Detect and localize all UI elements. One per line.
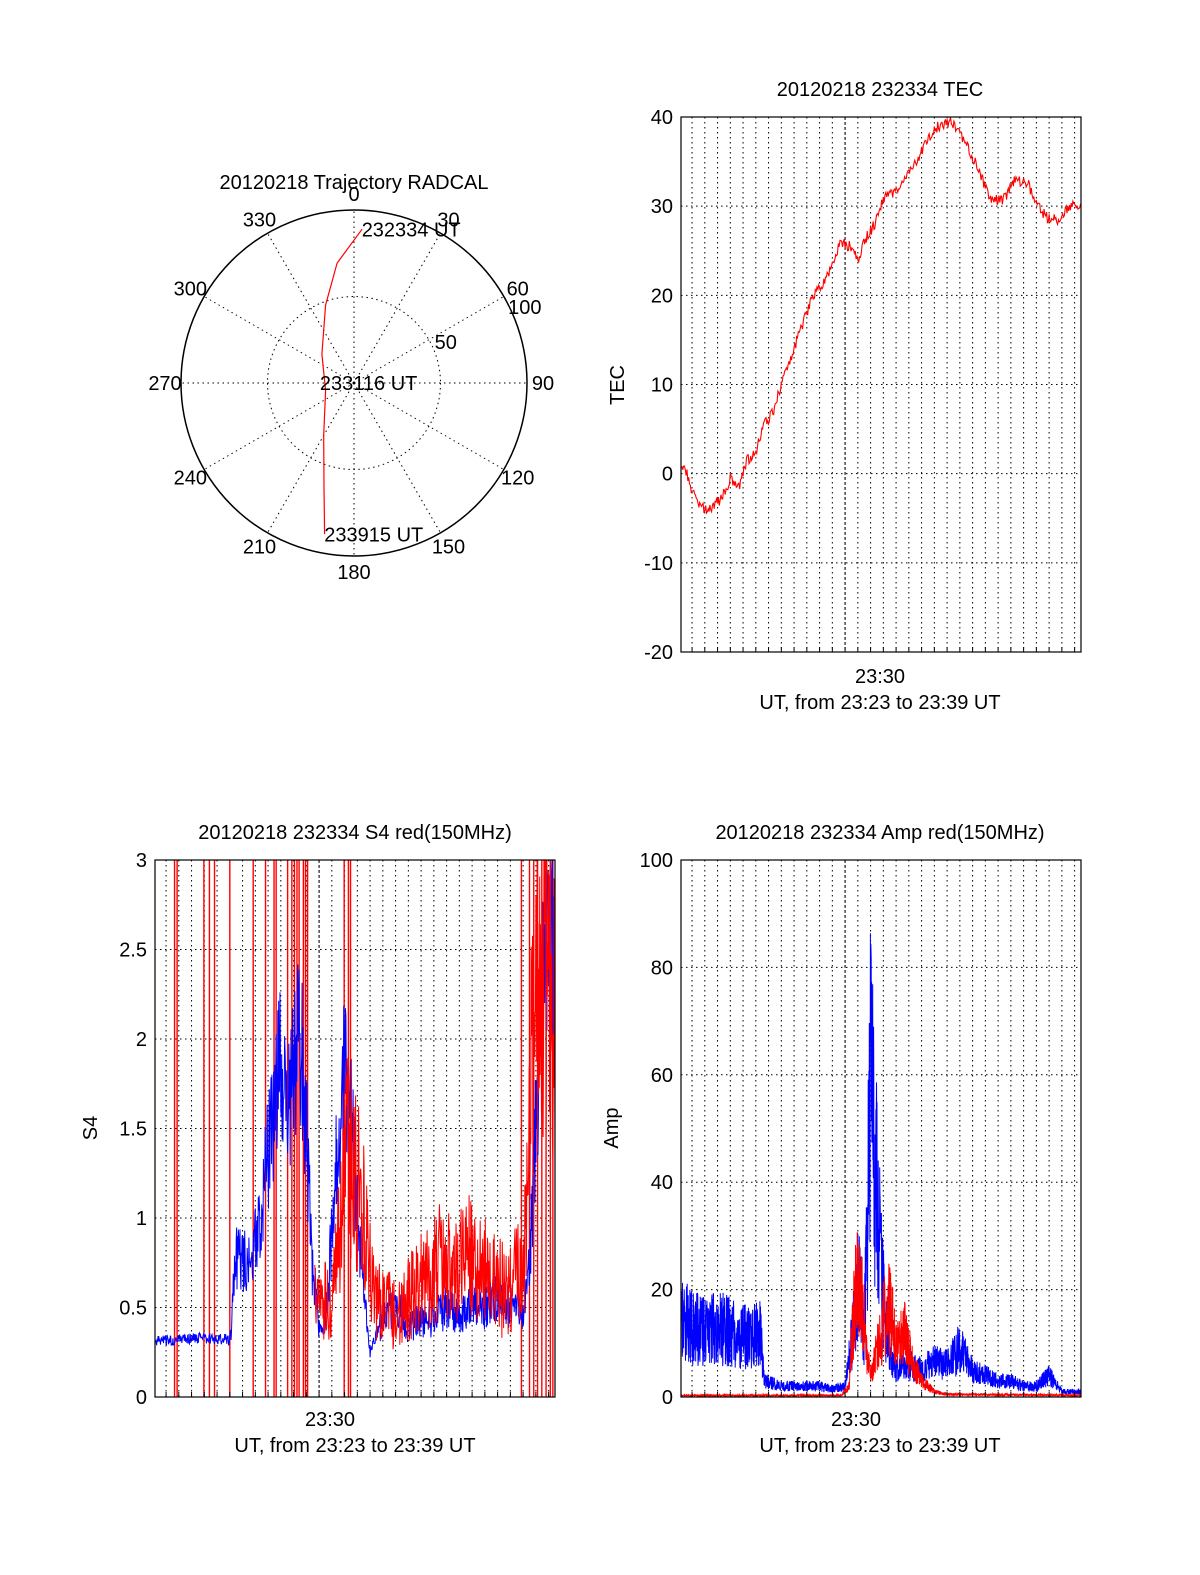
s4-title: 20120218 232334 S4 red(150MHz) xyxy=(198,822,512,844)
polar-spoke xyxy=(267,382,355,534)
polar-spoke xyxy=(353,232,441,384)
amp-y-axis-label: Amp xyxy=(601,1107,623,1148)
polar-radius-label: 100 xyxy=(508,297,541,319)
y-tick-label: 40 xyxy=(651,107,673,129)
y-tick-label: 40 xyxy=(651,1172,673,1194)
polar-angle-label: 210 xyxy=(243,537,276,559)
amp-x-tick-label: 23:30 xyxy=(831,1409,881,1431)
polar-radius-labels: 50 100 xyxy=(435,297,542,354)
y-tick-label: 60 xyxy=(651,1065,673,1087)
y-tick-label: -10 xyxy=(644,553,673,575)
y-tick-label: 1 xyxy=(136,1208,147,1230)
polar-angle-label: 180 xyxy=(337,562,370,584)
plot-frame xyxy=(680,859,1082,1398)
polar-angle-label: 330 xyxy=(243,209,276,231)
polar-angle-label: 60 xyxy=(507,279,529,301)
amp-x-axis-label: UT, from 23:23 to 23:39 UT xyxy=(759,1435,1000,1457)
series-line-red xyxy=(314,859,556,1350)
s4-panel: 20120218 232334 S4 red(150MHz) 23:30 UT,… xyxy=(80,822,556,1457)
polar-angle-label: 0 xyxy=(348,184,359,206)
y-tick-label: 2 xyxy=(136,1029,147,1051)
polar-spoke xyxy=(267,232,355,384)
s4-plot-area: 0 0.5 1 1.5 2 2.5 3 xyxy=(119,850,556,1409)
y-tick-label: 10 xyxy=(651,375,673,397)
polar-angle-labels: 0 30 60 90 120 150 180 210 240 270 300 330 xyxy=(148,184,554,584)
tec-y-axis-label: TEC xyxy=(607,365,629,405)
plot-frame xyxy=(680,116,1082,653)
polar-panel: 20120218 Trajectory RADCAL 0 30 60 90 120 150… xyxy=(148,172,554,584)
plot-frame xyxy=(154,859,556,1398)
amp-title: 20120218 232334 Amp red(150MHz) xyxy=(715,822,1044,844)
polar-spoke xyxy=(203,296,355,384)
amp-plot-area: 0 20 40 60 80 100 xyxy=(640,850,1082,1409)
polar-angle-label: 150 xyxy=(432,537,465,559)
y-tick-label: 0 xyxy=(662,1387,673,1409)
amp-panel: 20120218 232334 Amp red(150MHz) 23:30 UT… xyxy=(601,822,1082,1457)
series-line-blue xyxy=(680,933,1082,1396)
polar-angle-label: 90 xyxy=(532,373,554,395)
series-line-red xyxy=(680,1232,1082,1399)
y-tick-label: 1.5 xyxy=(119,1119,147,1141)
y-tick-label: 3 xyxy=(136,850,147,872)
polar-spoke xyxy=(353,382,441,534)
polar-angle-label: 270 xyxy=(148,373,181,395)
tec-panel: 20120218 232334 TEC 23:30 UT, from 23:23… xyxy=(607,79,1082,714)
polar-spoke xyxy=(353,382,505,470)
polar-outer-ring xyxy=(180,209,528,557)
y-tick-label: 30 xyxy=(651,196,673,218)
polar-spoke xyxy=(203,382,355,470)
polar-time-label: 233915 UT xyxy=(324,525,423,547)
polar-radius-label: 50 xyxy=(435,332,457,354)
y-tick-label: 0 xyxy=(662,464,673,486)
y-tick-label: 0.5 xyxy=(119,1298,147,1320)
polar-title: 20120218 Trajectory RADCAL xyxy=(219,172,488,194)
s4-x-axis-label: UT, from 23:23 to 23:39 UT xyxy=(234,1435,475,1457)
series-line-red xyxy=(680,117,1082,515)
y-tick-label: 20 xyxy=(651,285,673,307)
tec-x-tick-label: 23:30 xyxy=(855,666,905,688)
polar-angle-label: 300 xyxy=(174,279,207,301)
polar-time-label: 232334 UT xyxy=(362,219,461,241)
y-tick-label: 100 xyxy=(640,850,673,872)
y-tick-label: 20 xyxy=(651,1280,673,1302)
tec-x-axis-label: UT, from 23:23 to 23:39 UT xyxy=(759,692,1000,714)
tec-plot-area: -20 -10 0 10 20 30 40 xyxy=(644,107,1082,664)
y-tick-label: -20 xyxy=(644,642,673,664)
s4-y-axis-label: S4 xyxy=(80,1116,102,1140)
trajectory-line xyxy=(321,228,363,535)
polar-angle-label: 30 xyxy=(437,209,459,231)
polar-time-labels: 232334 UT 233116 UT 233915 UT xyxy=(320,219,461,546)
s4-x-tick-label: 23:30 xyxy=(305,1409,355,1431)
y-tick-label: 0 xyxy=(136,1387,147,1409)
tec-title: 20120218 232334 TEC xyxy=(777,79,983,101)
y-tick-label: 80 xyxy=(651,957,673,979)
y-tick-label: 2.5 xyxy=(119,940,147,962)
polar-angle-label: 120 xyxy=(501,468,534,490)
polar-spoke xyxy=(353,296,505,384)
polar-angle-label: 240 xyxy=(174,468,207,490)
polar-time-label: 233116 UT xyxy=(320,373,417,395)
polar-grid xyxy=(180,209,528,557)
